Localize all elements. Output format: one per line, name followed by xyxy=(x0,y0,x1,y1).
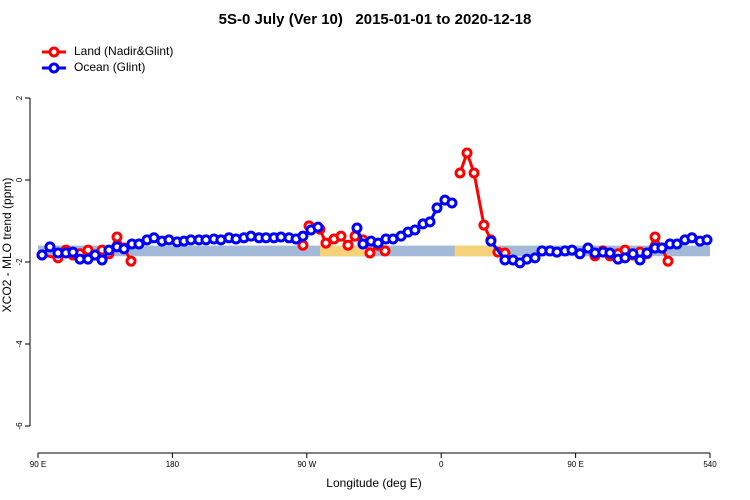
data-point xyxy=(604,247,616,259)
legend-label: Land (Nadir&Glint) xyxy=(74,44,173,58)
x-tick-label: 90 W xyxy=(297,460,316,469)
data-point xyxy=(379,245,391,257)
data-point xyxy=(297,230,309,242)
y-tick-label: -2 xyxy=(15,258,24,266)
data-point xyxy=(372,237,384,249)
data-point xyxy=(649,231,661,243)
x-axis-label: Longitude (deg E) xyxy=(326,476,421,490)
data-point xyxy=(641,247,653,259)
data-point xyxy=(619,252,631,264)
x-tick-label: 540 xyxy=(703,460,717,469)
data-point xyxy=(125,255,137,267)
data-point xyxy=(431,202,443,214)
data-point xyxy=(320,237,332,249)
data-point xyxy=(312,221,324,233)
y-tick-label: -6 xyxy=(15,422,24,430)
x-tick-label: 90 E xyxy=(567,460,583,469)
data-point xyxy=(335,230,347,242)
data-point xyxy=(461,147,473,159)
data-point xyxy=(582,242,594,254)
data-point xyxy=(454,167,466,179)
highlight-range xyxy=(319,245,366,257)
data-point xyxy=(111,231,123,243)
data-point xyxy=(351,222,363,234)
y-tick-label: 2 xyxy=(15,95,24,100)
legend-marker xyxy=(48,46,60,58)
data-point xyxy=(662,255,674,267)
y-axis-label: XCO2 - MLO trend (ppm) xyxy=(0,178,14,313)
y-tick-label: 0 xyxy=(15,177,24,182)
y-tick-label: -4 xyxy=(15,340,24,348)
highlight-range xyxy=(454,245,500,257)
data-point xyxy=(671,238,683,250)
data-point xyxy=(96,254,108,266)
legend-label: Ocean (Glint) xyxy=(74,60,145,74)
data-point xyxy=(118,243,130,255)
legend-marker xyxy=(48,62,60,74)
data-point xyxy=(634,254,646,266)
x-tick-label: 90 E xyxy=(30,460,46,469)
data-point xyxy=(67,246,79,258)
data-point xyxy=(364,247,376,259)
data-point xyxy=(446,197,458,209)
data-point xyxy=(529,252,541,264)
data-point xyxy=(627,248,639,260)
data-point xyxy=(424,216,436,228)
data-point xyxy=(133,238,145,250)
chart-title: 5S-0 July (Ver 10) 2015-01-01 to 2020-12… xyxy=(219,11,532,28)
x-tick-label: 0 xyxy=(439,460,444,469)
data-point xyxy=(468,167,480,179)
data-point xyxy=(574,248,586,260)
data-point xyxy=(36,249,48,261)
x-tick-label: 180 xyxy=(166,460,180,469)
data-point xyxy=(485,235,497,247)
data-point xyxy=(89,249,101,261)
data-point xyxy=(44,241,56,253)
data-point xyxy=(478,219,490,231)
data-point xyxy=(409,224,421,236)
data-point xyxy=(701,234,713,246)
data-point xyxy=(342,239,354,251)
data-point xyxy=(656,242,668,254)
